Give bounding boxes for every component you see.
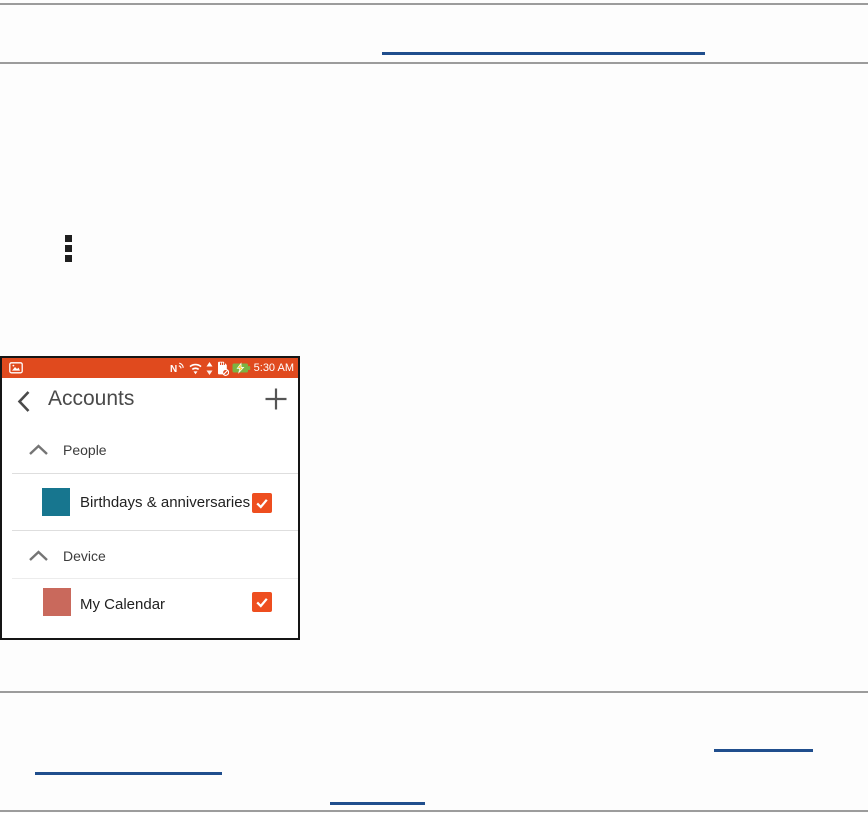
collapse-chevron-icon <box>29 444 48 455</box>
horizontal-rule <box>0 691 868 693</box>
battery-charging-icon <box>232 362 250 374</box>
horizontal-rule <box>0 3 868 5</box>
svg-text:N: N <box>170 364 177 375</box>
checkbox-checked <box>252 493 272 513</box>
section-label: People <box>63 442 107 458</box>
ellipsis-dot <box>65 235 72 242</box>
divider <box>12 473 298 474</box>
horizontal-rule <box>0 62 868 64</box>
ellipsis-dot <box>65 245 72 252</box>
status-time: 5:30 AM <box>253 362 294 374</box>
checkmark-icon <box>256 499 268 509</box>
calendar-color-swatch <box>43 588 71 616</box>
overflow-menu-icon <box>65 235 72 262</box>
calendar-item-label: My Calendar <box>80 596 166 613</box>
collapse-chevron-icon <box>29 550 48 561</box>
calendar-item-label: Birthdays & anniversaries <box>80 494 251 511</box>
horizontal-rule <box>0 810 868 812</box>
hyperlink-underline[interactable] <box>330 802 425 805</box>
hyperlink-underline[interactable] <box>35 772 222 775</box>
phone-screenshot-image: N <box>0 356 300 640</box>
section-label: Device <box>63 548 106 564</box>
ellipsis-dot <box>65 255 72 262</box>
add-account-icon <box>265 388 287 410</box>
checkbox-checked <box>252 592 272 612</box>
wifi-icon <box>189 363 202 374</box>
sd-card-icon <box>217 361 229 376</box>
divider <box>12 530 298 531</box>
status-icon-cluster: N <box>170 358 294 378</box>
back-chevron-icon <box>17 391 30 412</box>
hyperlink-underline[interactable] <box>714 749 813 752</box>
calendar-color-swatch <box>42 488 70 516</box>
nfc-icon: N <box>170 362 184 375</box>
hyperlink-underline[interactable] <box>382 52 705 55</box>
data-arrows-icon <box>206 361 213 375</box>
screen-title: Accounts <box>48 387 135 410</box>
status-bar: N <box>2 358 298 378</box>
checkmark-icon <box>256 598 268 608</box>
gallery-notification-icon <box>9 362 23 374</box>
divider <box>12 578 298 579</box>
